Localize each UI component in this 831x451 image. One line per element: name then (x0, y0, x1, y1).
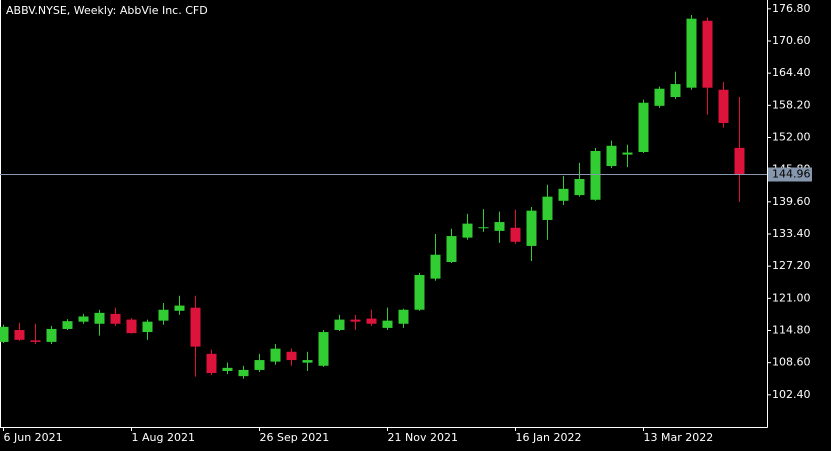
candle-body (430, 254, 441, 279)
candle-body (654, 88, 665, 106)
candle-body (622, 152, 633, 155)
y-tick-label: 102.40 (772, 388, 811, 401)
y-tick-label: 158.20 (772, 98, 811, 111)
candle-body (334, 319, 345, 330)
candle-body (206, 353, 217, 374)
x-tick-label: 1 Aug 2021 (132, 431, 195, 444)
x-tick-label: 21 Nov 2021 (388, 431, 458, 444)
candle-body (270, 348, 281, 362)
y-tick-label: 114.80 (772, 323, 811, 336)
candle-body (670, 84, 681, 98)
candle-body (238, 369, 249, 377)
y-tick-label: 127.20 (772, 259, 811, 272)
y-tick-label: 121.00 (772, 291, 811, 304)
candle-body (494, 222, 505, 231)
candle-body (62, 321, 73, 329)
candle-body (734, 147, 745, 175)
candle-body (718, 89, 729, 123)
candle-body (142, 321, 153, 333)
y-tick-label: 152.00 (772, 130, 811, 143)
x-tick-label: 16 Jan 2022 (516, 431, 582, 444)
candle-body (558, 188, 569, 201)
x-tick-label: 6 Jun 2021 (4, 431, 63, 444)
y-tick-label: 176.80 (772, 2, 811, 15)
candle-body (158, 309, 169, 321)
y-tick-label: 108.60 (772, 356, 811, 369)
candle-body (110, 313, 121, 324)
candle-body (286, 351, 297, 361)
candle-body (94, 312, 105, 324)
last-price-label: 144.96 (772, 168, 811, 181)
candle-body (350, 319, 361, 322)
candle-body (222, 367, 233, 371)
candle-body (574, 178, 585, 196)
candle-body (126, 319, 137, 334)
candle-body (302, 360, 313, 363)
candle-body (14, 329, 25, 340)
candle-body (174, 305, 185, 311)
candle-body (606, 145, 617, 167)
candle-body (702, 20, 713, 88)
candle-body (446, 236, 457, 263)
candle-body (686, 18, 697, 88)
candle-body (542, 196, 553, 220)
chart-title: ABBV.NYSE, Weekly: AbbVie Inc. CFD (6, 4, 208, 17)
candle-body (318, 332, 329, 366)
last-price-box (768, 167, 812, 182)
candle-body (0, 326, 9, 342)
x-tick-label: 13 Mar 2022 (644, 431, 714, 444)
candle-body (30, 340, 41, 342)
candle-body (190, 307, 201, 347)
candle-body (638, 102, 649, 153)
candle-body (78, 316, 89, 322)
candle-body (46, 328, 57, 342)
candle-body (382, 320, 393, 328)
candle-body (254, 360, 265, 370)
candle-body (590, 150, 601, 200)
candle-body (414, 274, 425, 310)
candles (0, 15, 745, 379)
candle-body (510, 227, 521, 242)
y-tick-label: 164.40 (772, 66, 811, 79)
candle-body (478, 227, 489, 229)
y-tick-label: 139.60 (772, 195, 811, 208)
candle-body (398, 309, 409, 324)
candle-body (526, 210, 537, 246)
y-tick-label: 170.60 (772, 34, 811, 47)
x-tick-label: 26 Sep 2021 (260, 431, 330, 444)
candle-body (462, 223, 473, 238)
y-tick-label: 133.40 (772, 227, 811, 240)
candle-body (366, 318, 377, 324)
